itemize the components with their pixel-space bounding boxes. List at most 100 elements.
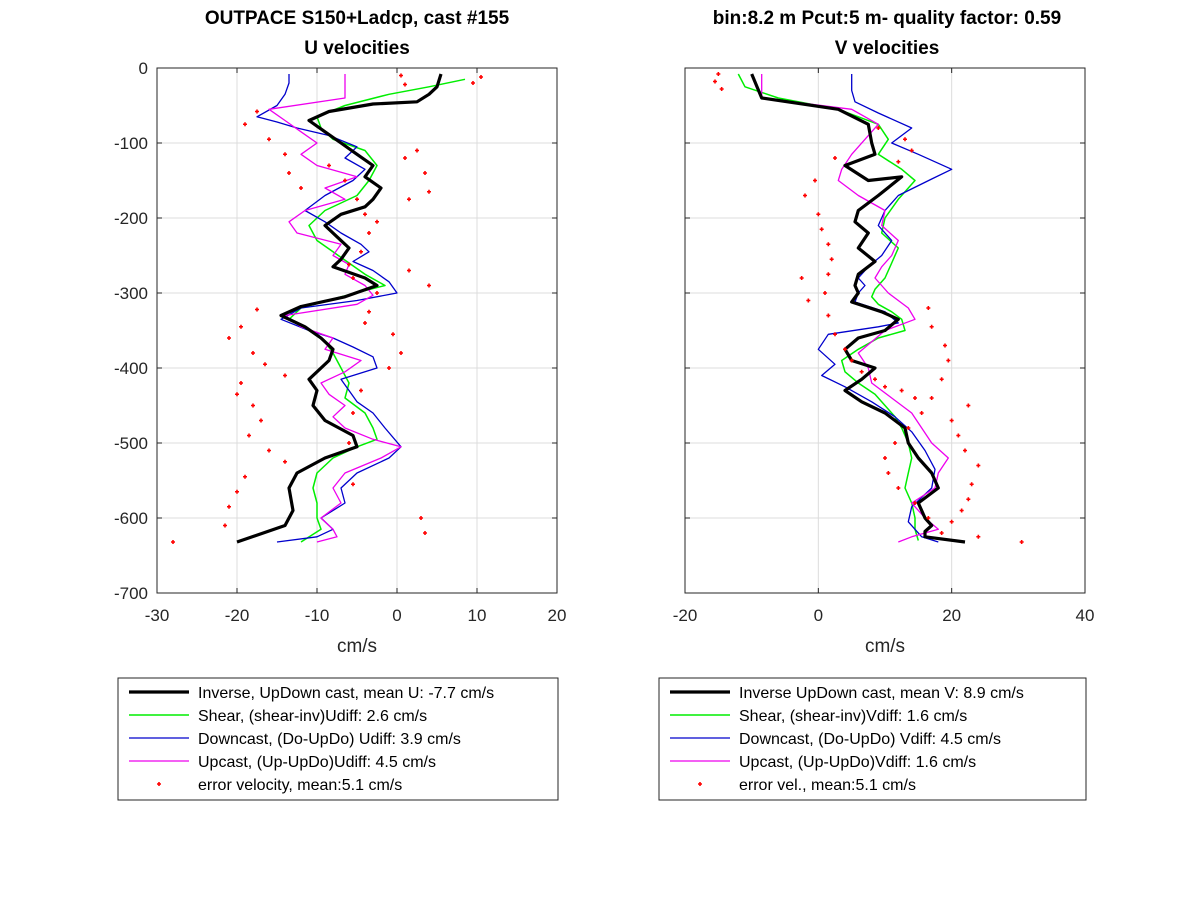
u-error-point — [243, 474, 247, 479]
v-x-tick-label: 40 — [1076, 606, 1095, 625]
v-error-point — [896, 159, 901, 164]
v-error-point — [909, 148, 914, 153]
v-error-point — [959, 508, 964, 513]
u-y-tick-label: -300 — [114, 284, 148, 303]
u-error-point — [407, 268, 411, 273]
u-error-point — [283, 459, 287, 464]
u-error-point — [327, 163, 331, 168]
u-x-tick-label: -10 — [305, 606, 330, 625]
u-x-tick-label: 10 — [468, 606, 487, 625]
v-error-point — [966, 403, 971, 408]
v-series-shear-line — [737, 73, 920, 541]
u-error-point — [363, 321, 367, 325]
v-x-tick-label: 0 — [814, 606, 823, 625]
v-error-point — [799, 276, 804, 280]
u-error-point — [367, 231, 371, 235]
u-error-point — [375, 291, 379, 295]
u-error-point — [419, 516, 423, 520]
u-x-tick-label: -20 — [225, 606, 250, 625]
v-error-point — [919, 411, 924, 415]
u-error-point — [407, 197, 411, 202]
u-x-tick-label: 0 — [392, 606, 401, 625]
v-error-point — [806, 298, 811, 303]
u-chart-title: OUTPACE S150+Ladcp, cast #155 — [205, 8, 510, 29]
v-error-point — [926, 516, 931, 520]
u-error-point — [351, 411, 355, 415]
u-error-point — [227, 336, 231, 340]
v-series-inverse-line — [750, 73, 966, 544]
u-error-point — [299, 186, 303, 190]
v-error-point — [969, 482, 974, 487]
u-error-point — [355, 197, 359, 202]
v-x-tick-label: -20 — [673, 606, 698, 625]
u-error-point — [239, 324, 243, 329]
v-error-point — [899, 388, 904, 393]
v-error-point — [929, 324, 934, 329]
v-error-point — [829, 257, 834, 262]
u-error-point — [479, 75, 483, 79]
u-error-point — [283, 373, 287, 378]
v-error-point — [819, 227, 824, 232]
v-legend-items: Inverse UpDown cast, mean V: 8.9 cm/s She… — [670, 685, 1024, 794]
v-error-point — [946, 358, 951, 363]
v-error-point — [873, 377, 877, 382]
u-error-point — [343, 178, 347, 183]
u-error-point — [239, 381, 243, 385]
u-error-point — [223, 523, 227, 528]
u-error-point — [399, 351, 403, 355]
u-error-point — [403, 82, 407, 87]
v-error-point — [976, 534, 981, 539]
v-error-point — [719, 87, 724, 91]
v-legend-shear-label: Shear, (shear-inv)Vdiff: 1.6 cm/s — [739, 708, 967, 725]
v-error-point — [816, 212, 821, 217]
v-error-point — [949, 519, 954, 524]
v-error-point — [823, 291, 827, 295]
u-x-axis-label: cm/s — [337, 636, 377, 657]
u-legend: Inverse, UpDown cast, mean U: -7.7 cm/s S… — [117, 677, 559, 801]
v-velocities-panel: bin:8.2 m Pcut:5 m- quality factor: 0.59… — [658, 8, 1095, 801]
u-error-point — [255, 109, 259, 114]
v-x-tick-label: 20 — [942, 606, 961, 625]
v-error-point — [883, 456, 887, 460]
u-error-point — [347, 262, 351, 267]
u-y-tick-label: -500 — [114, 434, 148, 453]
v-plot-data — [713, 72, 1024, 544]
v-error-point — [939, 377, 944, 382]
v-error-point — [843, 347, 847, 352]
u-error-point — [415, 148, 419, 153]
v-error-point — [833, 332, 837, 337]
v-error-point — [929, 396, 934, 400]
v-error-point — [876, 126, 881, 130]
u-error-point — [255, 307, 259, 312]
u-legend-inverse-label: Inverse, UpDown cast, mean U: -7.7 cm/s — [198, 685, 494, 702]
u-y-tick-label: -400 — [114, 359, 148, 378]
v-error-point — [896, 486, 901, 490]
v-error-point — [906, 426, 911, 430]
u-legend-upcast-label: Upcast, (Up-UpDo)Udiff: 4.5 cm/s — [198, 754, 436, 771]
u-error-point — [287, 171, 291, 175]
u-y-tick-label: -600 — [114, 509, 148, 528]
v-axes-box — [684, 67, 1086, 594]
v-legend-box — [658, 677, 1087, 801]
u-error-point — [399, 73, 403, 78]
v-error-point — [949, 418, 954, 423]
u-error-point — [251, 351, 255, 355]
u-error-point — [375, 219, 379, 224]
v-legend: Inverse UpDown cast, mean V: 8.9 cm/s She… — [658, 677, 1087, 801]
v-error-point — [826, 313, 831, 318]
u-error-point — [403, 156, 407, 160]
v-legend-error-label: error vel., mean:5.1 cm/s — [739, 777, 916, 794]
v-legend-upcast-label: Upcast, (Up-UpDo)Vdiff: 1.6 cm/s — [739, 754, 976, 771]
u-plot-data — [171, 73, 483, 544]
v-error-point — [913, 501, 917, 505]
u-y-tick-label: 0 — [139, 59, 148, 78]
v-error-point — [976, 463, 981, 468]
v-error-point — [716, 72, 721, 76]
u-legend-items: Inverse, UpDown cast, mean U: -7.7 cm/s S… — [129, 685, 494, 794]
u-series-inverse-line — [236, 73, 443, 544]
u-legend-error-label: error velocity, mean:5.1 cm/s — [198, 777, 402, 794]
u-error-point — [367, 309, 371, 314]
u-error-point — [347, 441, 351, 445]
v-error-point — [803, 193, 807, 198]
u-error-point — [423, 171, 427, 175]
